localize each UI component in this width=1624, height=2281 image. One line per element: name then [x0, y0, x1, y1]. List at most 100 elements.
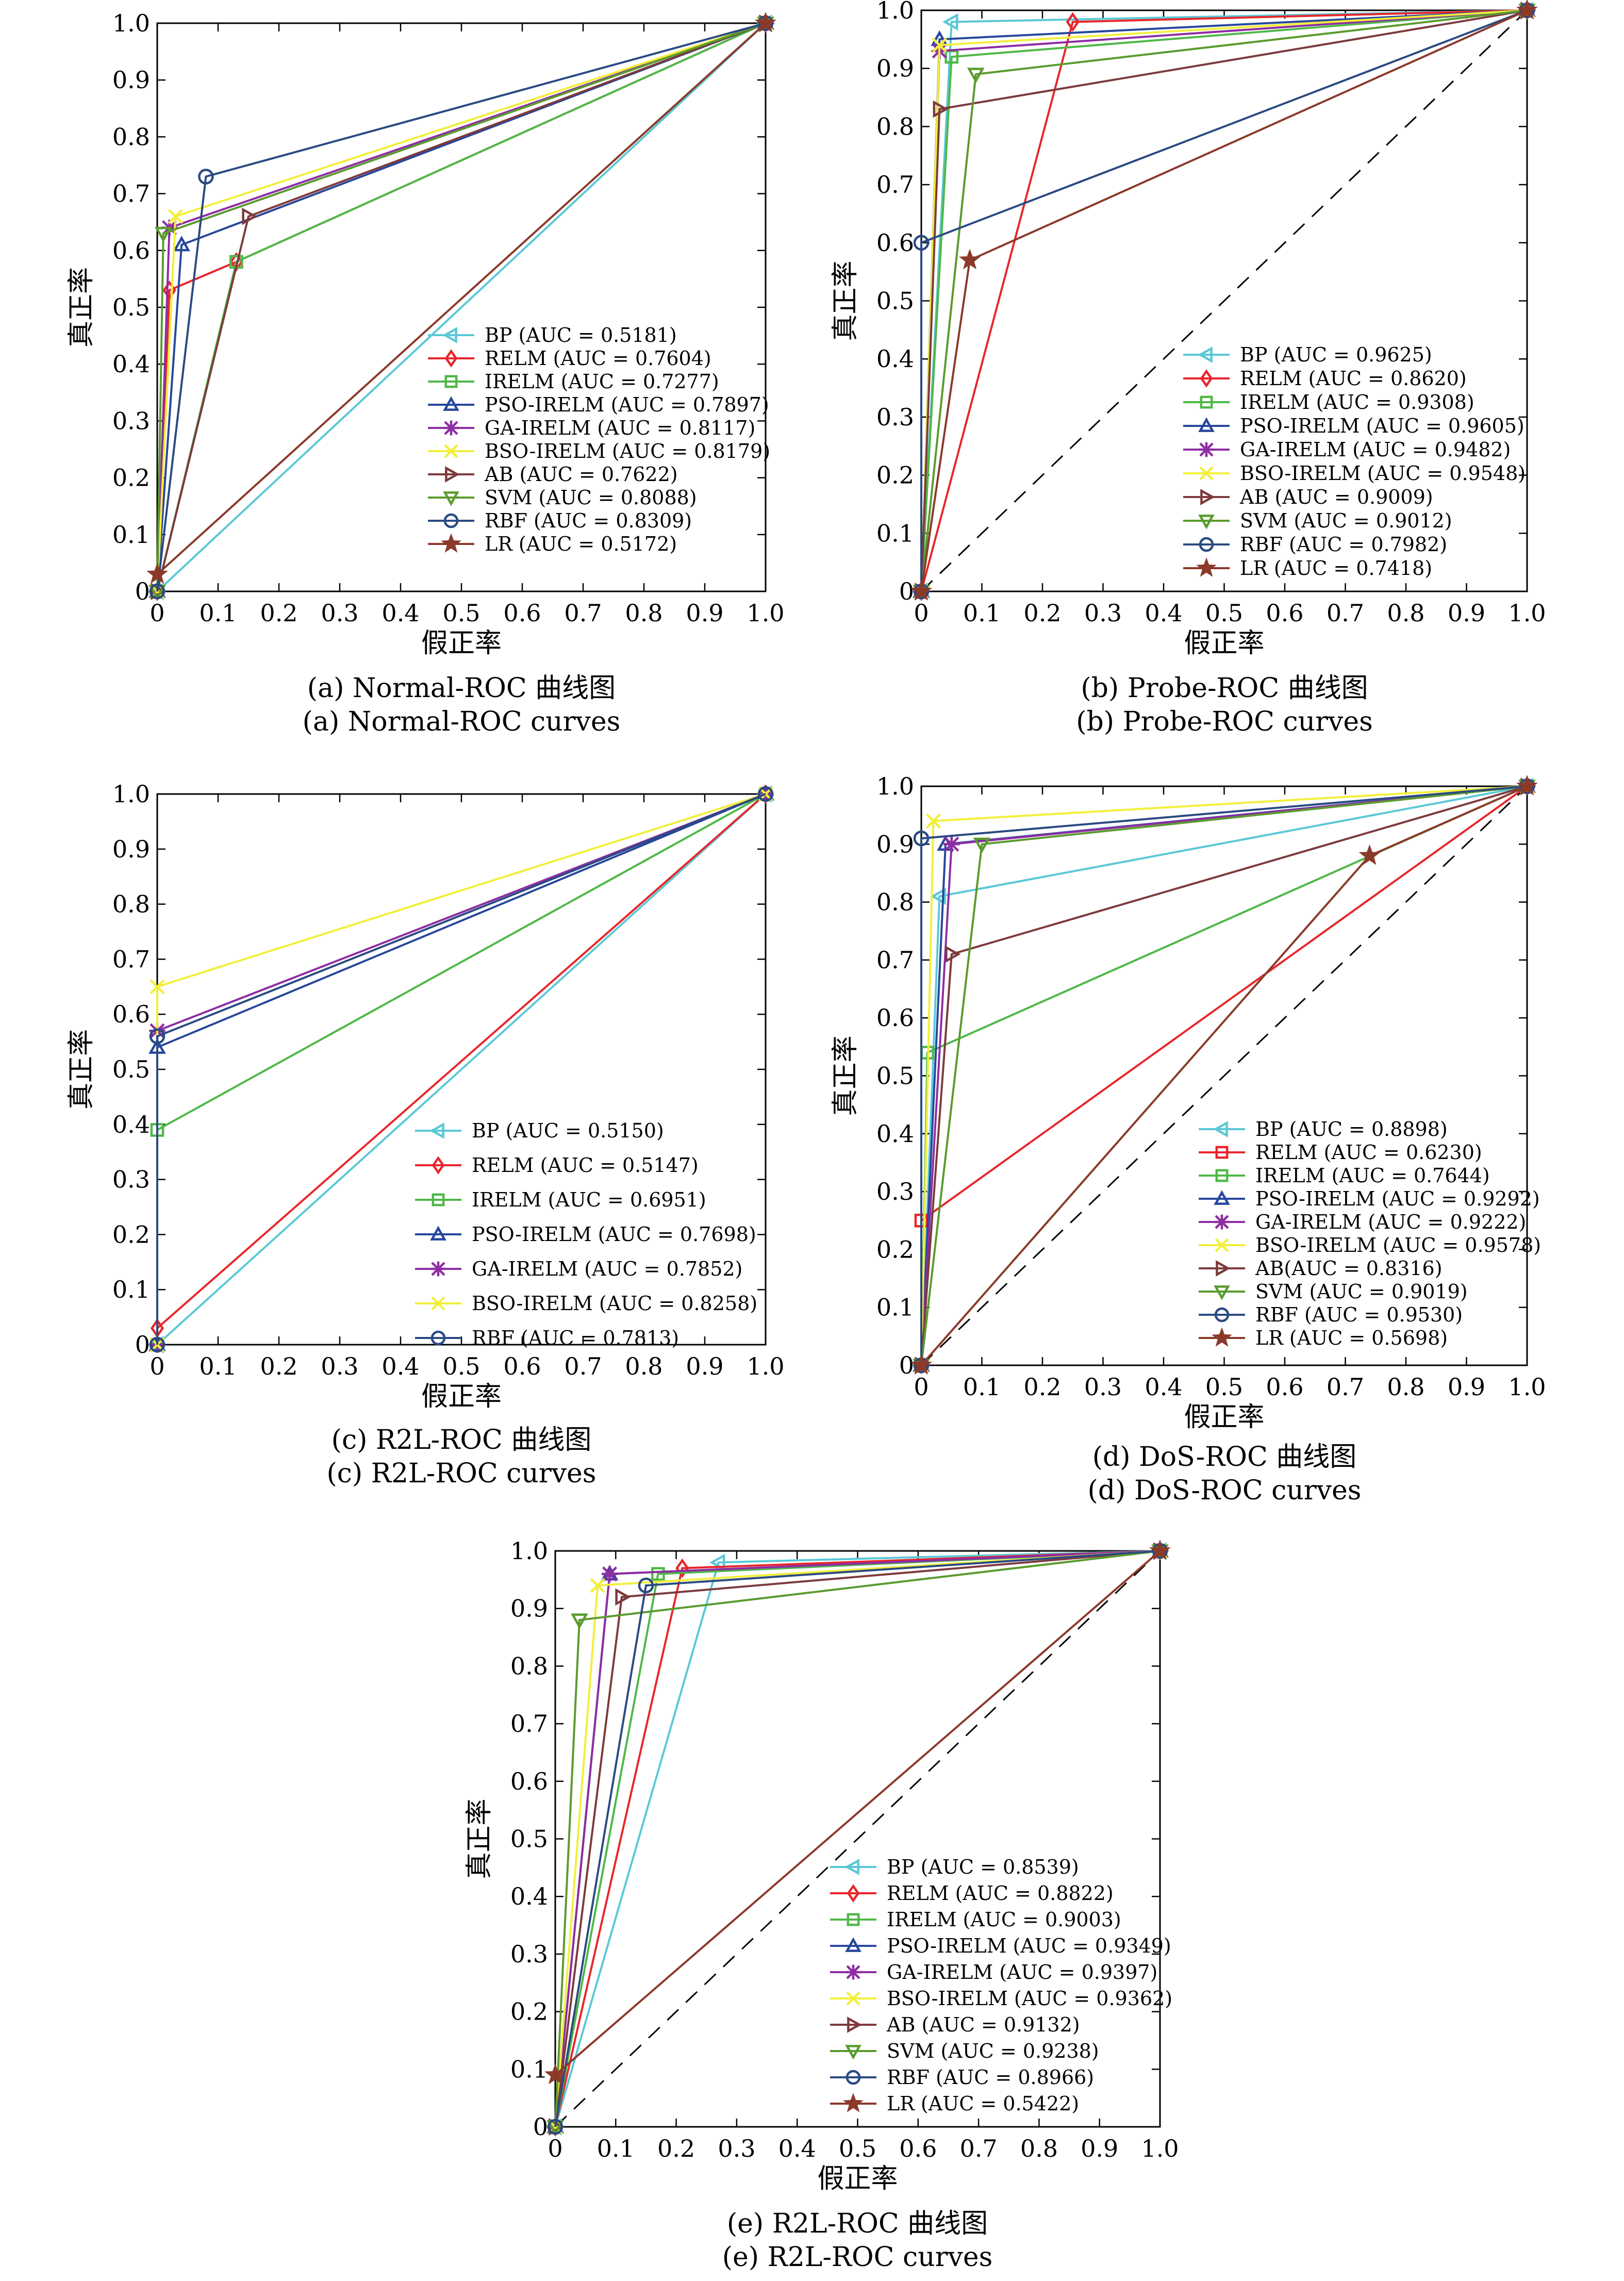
y-tick-label: 0.8	[112, 123, 150, 151]
x-axis-label: 假正率	[817, 2163, 898, 2194]
y-tick-label: 1.0	[510, 1537, 548, 1565]
series-lr	[544, 1539, 1171, 2085]
data-point-rbf	[149, 583, 165, 600]
legend-label: AB (AUC = 0.9132)	[886, 2013, 1080, 2036]
panel-a: 0 0.1 0.2 0.3 0.4 0.5 0.6 0.7 0.8 0.9 1.0 0 0.1 0.2 0.…	[66, 9, 785, 737]
legend-marker	[430, 1226, 446, 1241]
data-point-bp	[942, 13, 958, 31]
data-point-svm	[154, 227, 172, 243]
legend-label: BSO-IRELM (AUC = 0.9548)	[1240, 462, 1526, 485]
series-rbf	[149, 15, 774, 600]
legend-label: RELM (AUC = 0.8822)	[887, 1882, 1114, 1905]
y-tick-label: 0.4	[510, 1882, 548, 1910]
y-tick-label: 0.1	[510, 2055, 548, 2083]
y-tick-label: 0.8	[510, 1652, 548, 1680]
y-tick-label: 0.9	[876, 55, 914, 82]
x-tick-label: 0.4	[778, 2135, 816, 2162]
legend-label: PSO-IRELM (AUC = 0.9349)	[887, 1935, 1171, 1957]
x-tick-label: 1.0	[747, 599, 784, 627]
data-point-svm	[967, 68, 985, 84]
legend-marker	[441, 533, 461, 553]
x-tick-label: 0.7	[564, 1352, 602, 1380]
y-tick-label: 0.3	[510, 1940, 548, 1968]
legend-label: PSO-IRELM (AUC = 0.9605)	[1240, 415, 1524, 437]
x-tick-label: 0.8	[1387, 599, 1424, 627]
legend-label: BSO-IRELM (AUC = 0.8179)	[485, 440, 770, 462]
legend-marker	[845, 1937, 861, 1952]
data-point-rbf	[198, 169, 214, 185]
chance-diagonal	[920, 9, 1528, 592]
y-tick-label: 0.4	[112, 350, 150, 378]
x-tick-label: 0.9	[686, 599, 723, 627]
x-tick-label: 0.5	[442, 599, 480, 627]
data-point-ab	[615, 1588, 631, 1606]
y-tick-label: 0	[135, 1331, 150, 1359]
y-tick-label: 0.6	[112, 1000, 150, 1028]
legend-item-ab: AB (AUC = 0.9132)	[830, 2013, 1080, 2036]
legend-marker	[430, 1261, 446, 1277]
legend-label: IRELM (AUC = 0.7644)	[1255, 1164, 1490, 1187]
legend-label: BP (AUC = 0.8539)	[887, 1856, 1079, 1878]
data-point-rbf	[757, 786, 774, 802]
legend-label: GA-IRELM (AUC = 0.9222)	[1255, 1211, 1526, 1233]
data-point-ga-irelm	[601, 1566, 618, 1582]
x-tick-label: 0.5	[1205, 1373, 1243, 1401]
legend-item-bso-irelm: BSO-IRELM (AUC = 0.9362)	[830, 1987, 1172, 2010]
y-tick-label: 0.1	[876, 1294, 914, 1321]
y-tick-label: 0.6	[876, 1004, 914, 1032]
legend-item-bso-irelm: BSO-IRELM (AUC = 0.8179)	[428, 440, 770, 462]
legend-marker	[1213, 1121, 1228, 1137]
data-point-rbf	[913, 235, 930, 251]
panel-c: 0 0.1 0.2 0.3 0.4 0.5 0.6 0.7 0.8 0.9 1.0 0 0.1 0.2 0.…	[66, 780, 785, 1489]
legend-marker	[431, 1296, 445, 1311]
panel-e: 0 0.1 0.2 0.3 0.4 0.5 0.6 0.7 0.8 0.9 1.0 0 0.1 0.2 0.…	[464, 1537, 1179, 2273]
x-tick-label: 0.9	[1448, 1373, 1485, 1401]
x-tick-label: 0.4	[1145, 1373, 1182, 1401]
data-point-bso-irelm	[590, 1578, 605, 1593]
legend-label: BP (AUC = 0.5150)	[472, 1119, 664, 1142]
legend-label: GA-IRELM (AUC = 0.7852)	[472, 1258, 742, 1280]
legend-item-irelm: IRELM (AUC = 0.9003)	[830, 1908, 1121, 1931]
y-tick-label: 0.7	[510, 1710, 548, 1738]
data-point-lr	[1516, 774, 1538, 796]
legend-item-pso-irelm: PSO-IRELM (AUC = 0.9292)	[1199, 1187, 1540, 1210]
x-tick-label: 0.5	[1205, 599, 1243, 627]
legend-item-ga-irelm: GA-IRELM (AUC = 0.7852)	[415, 1258, 742, 1280]
series-line-rbf	[156, 793, 766, 1345]
x-tick-label: 0.2	[1023, 599, 1061, 627]
x-axis-label: 假正率	[1184, 1402, 1264, 1433]
series-line-bp	[920, 785, 1528, 1366]
series-line-rbf	[554, 1550, 1161, 2127]
x-tick-label: 0.2	[1023, 1373, 1061, 1401]
y-tick-label: 0.2	[510, 1998, 548, 2026]
legend-item-irelm: IRELM (AUC = 0.6951)	[415, 1188, 706, 1211]
x-tick-label: 0.8	[1020, 2135, 1058, 2162]
y-tick-label: 0.1	[112, 1276, 150, 1303]
data-point-svm	[973, 837, 991, 853]
legend-label: RBF (AUC = 0.7982)	[1240, 533, 1447, 556]
legend-item-ab: AB (AUC = 0.7622)	[428, 463, 678, 486]
x-tick-label: 0.2	[657, 2135, 695, 2162]
series-line-pso-irelm	[156, 22, 766, 592]
legend-marker	[1198, 515, 1215, 530]
y-tick-label: 0.4	[112, 1111, 150, 1138]
series-line-svm	[920, 9, 1528, 592]
legend-item-lr: LR (AUC = 0.5422)	[830, 2092, 1079, 2115]
legend-item-ga-irelm: GA-IRELM (AUC = 0.9222)	[1199, 1211, 1526, 1233]
data-point-lr	[1358, 844, 1381, 865]
series-line-bp	[156, 793, 767, 1346]
legend-item-rbf: RBF (AUC = 0.8966)	[830, 2066, 1094, 2089]
data-point-rbf	[913, 830, 930, 847]
legend-item-rbf: RBF (AUC = 0.7813)	[415, 1327, 679, 1349]
series-relm	[150, 784, 773, 1338]
caption-en: (e) R2L-ROC curves	[722, 2242, 993, 2273]
panel-d: 0 0.1 0.2 0.3 0.4 0.5 0.6 0.7 0.8 0.9 1.0 0 0.1 0.2 0.…	[830, 772, 1546, 1506]
data-point-lr	[1149, 1539, 1171, 1560]
legend-label: LR (AUC = 0.5422)	[887, 2092, 1079, 2115]
data-point-rbf	[149, 1336, 165, 1353]
legend-item-relm: RELM (AUC = 0.5147)	[415, 1154, 699, 1177]
caption-cn: (b) Probe-ROC 曲线图	[1081, 673, 1368, 704]
y-tick-label: 0.3	[876, 1178, 914, 1205]
series-line-ab	[554, 1550, 1161, 2127]
legend-item-relm: RELM (AUC = 0.6230)	[1199, 1141, 1482, 1164]
